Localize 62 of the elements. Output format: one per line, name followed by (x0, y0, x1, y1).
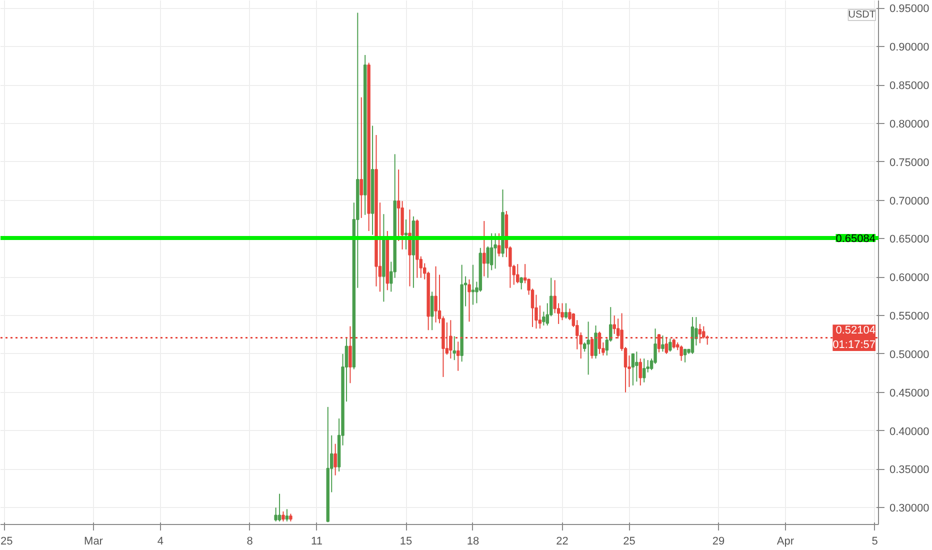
candlestick (642, 358, 646, 383)
candlestick (638, 358, 642, 386)
y-tick-label: 0.40000 (890, 426, 930, 438)
candlestick (396, 169, 400, 242)
y-tick-label: 0.30000 (890, 502, 930, 515)
candlestick (468, 278, 471, 322)
candlestick (494, 232, 497, 270)
x-tick-label: Mar (84, 536, 104, 548)
candlestick (497, 232, 501, 257)
candlestick (672, 338, 676, 350)
candlestick (542, 311, 546, 326)
x-tick-label: 11 (311, 536, 322, 548)
candlestick (594, 325, 598, 360)
y-tick-label: 0.75000 (890, 156, 930, 169)
candlestick (680, 344, 683, 362)
ref-line-label: 0.52104 01:17:57 (832, 324, 876, 351)
candlestick (612, 315, 616, 334)
y-axis-title: USDT (848, 10, 876, 20)
y-tick-label: 0.95000 (890, 3, 930, 16)
x-tick-label: 29 (712, 536, 725, 548)
x-tick-label: 18 (466, 536, 480, 548)
y-tick-label: 0.60000 (890, 272, 930, 284)
x-tick-label: 15 (400, 536, 412, 548)
x-tick-label: 4 (157, 536, 164, 548)
candlestick (668, 338, 672, 352)
x-tick-label: Apr (776, 536, 794, 548)
candlestick (635, 351, 638, 382)
x-tick-label: 25 (0, 536, 13, 548)
y-tick-label: 0.70000 (890, 195, 930, 208)
y-tick-label: 0.50000 (890, 348, 930, 361)
candlestick (586, 321, 590, 376)
candlestick (471, 264, 475, 306)
y-tick-label: 0.45000 (890, 387, 930, 400)
x-tick-label: 25 (623, 536, 636, 548)
candlestick (516, 264, 520, 284)
candlestick (486, 246, 490, 278)
candlestick (520, 276, 523, 290)
candlestick (482, 220, 486, 277)
x-tick-label: 8 (246, 536, 253, 548)
candlestick (582, 342, 586, 352)
candlestick (430, 291, 434, 331)
x-tick-label: 5 (872, 536, 878, 548)
y-tick-label: 0.65000 (890, 234, 930, 246)
x-tick-label: 22 (556, 536, 568, 548)
y-tick-label: 0.80000 (890, 118, 930, 130)
candlestick (631, 353, 635, 386)
candlestick (456, 341, 460, 372)
candlestick (538, 305, 542, 330)
candlestick (404, 218, 408, 250)
candlestick (560, 302, 564, 321)
candlestick (564, 302, 568, 320)
candlestick (434, 266, 438, 323)
candlestick (452, 336, 456, 361)
candlestick (661, 334, 664, 352)
y-tick-label: 0.85000 (890, 80, 930, 92)
candlestick (683, 348, 687, 363)
candlestick (408, 208, 412, 287)
y-tick-label: 0.90000 (890, 42, 930, 54)
y-tick-label: 0.35000 (890, 464, 930, 476)
candlestick (334, 443, 337, 476)
y-tick-label: 0.55000 (890, 310, 930, 323)
candlestick (360, 96, 363, 218)
